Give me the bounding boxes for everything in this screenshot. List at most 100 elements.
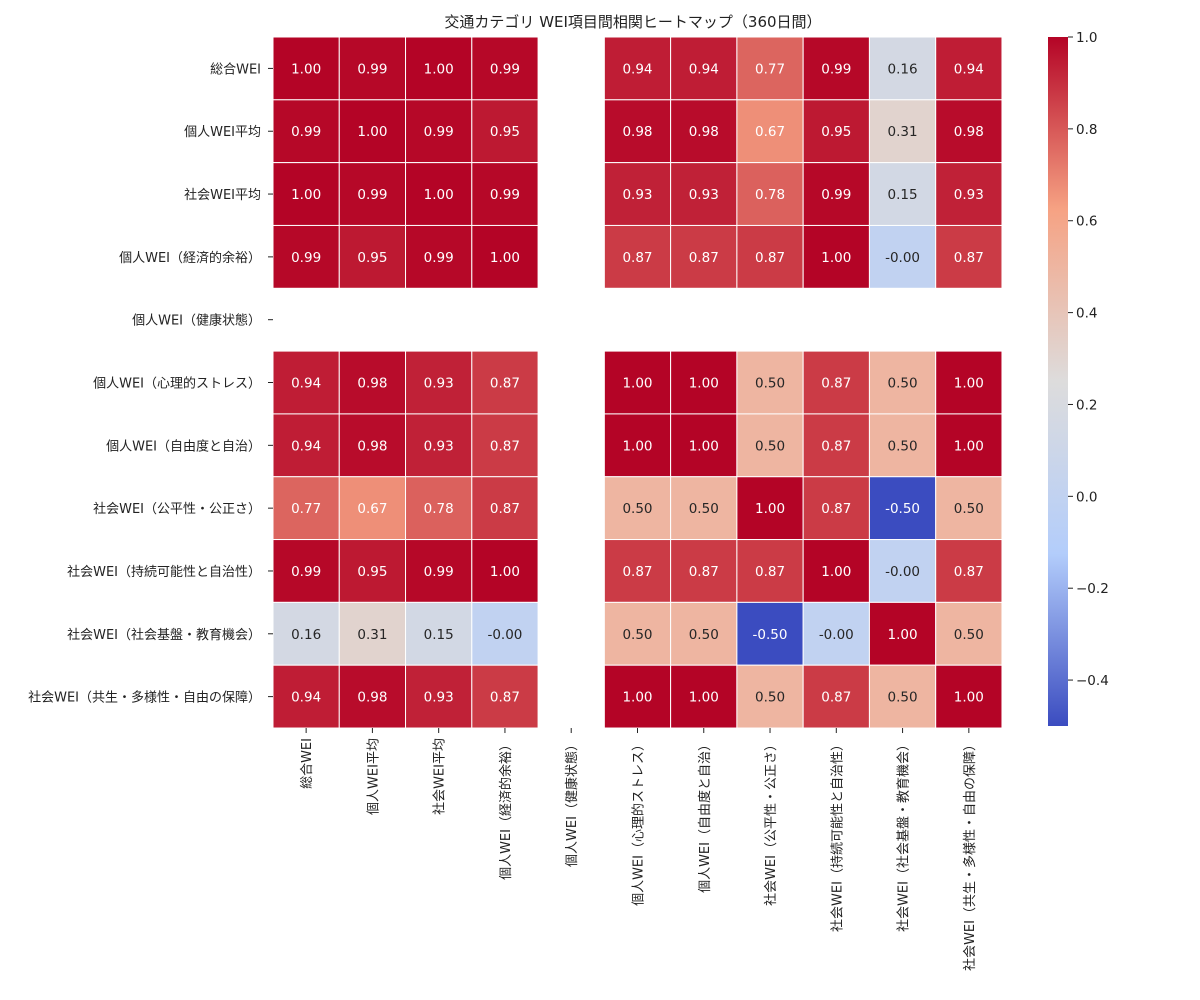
heatmap-cell bbox=[405, 36, 473, 101]
colorbar-tick-label: 0.0 bbox=[1076, 489, 1097, 505]
cell-value-label: 0.87 bbox=[622, 250, 652, 266]
cell-value-label: 0.50 bbox=[689, 627, 719, 643]
cell-value-label: 0.87 bbox=[689, 564, 719, 580]
column-label: 社会WEI（社会基盤・教育機会） bbox=[896, 738, 912, 932]
heatmap-cell bbox=[868, 224, 937, 289]
row-label: 社会WEI（持続可能性と自治性） bbox=[67, 564, 261, 580]
heatmap-cell bbox=[802, 476, 870, 541]
heatmap-cell bbox=[736, 99, 804, 164]
column-label: 社会WEI（持続可能性と自治性） bbox=[829, 738, 845, 932]
colorbar-ticks: 1.0 0.8 0.6 0.4 0.2 0.0 −0.2 −0.4 bbox=[1068, 30, 1109, 689]
cell-value-label: 0.98 bbox=[954, 124, 984, 140]
row-label: 総合WEI bbox=[210, 62, 261, 77]
heatmap-cell bbox=[670, 36, 738, 101]
heatmap-cell bbox=[471, 224, 539, 289]
cell-value-label: 0.87 bbox=[755, 564, 785, 580]
cell-value-label: 0.93 bbox=[424, 376, 454, 392]
column-labels: 総合WEI 個人WEI平均 社会WEI平均 個人WEI（経済的余裕） 個人WEI（健康状… bbox=[300, 728, 978, 971]
heatmap-cell bbox=[405, 539, 473, 603]
heatmap-cell bbox=[272, 476, 340, 541]
cell-value-label: 0.98 bbox=[357, 376, 387, 392]
cell-value-label: 0.87 bbox=[490, 690, 520, 706]
heatmap-cell bbox=[338, 350, 407, 415]
heatmap-cell bbox=[802, 601, 870, 666]
chart-title: 交通カテゴリ WEI項目間相関ヒートマップ（360日間） bbox=[444, 13, 821, 31]
column-label: 個人WEI（経済的余裕） bbox=[498, 738, 514, 880]
heatmap-cell bbox=[670, 664, 738, 729]
cell-value-label: 0.50 bbox=[954, 501, 984, 517]
heatmap-cell bbox=[935, 99, 1003, 164]
colorbar-gradient bbox=[1048, 37, 1068, 726]
cell-value-label: 0.50 bbox=[689, 501, 719, 517]
cell-value-label: 0.95 bbox=[357, 564, 387, 580]
cell-value-label: 0.16 bbox=[888, 61, 918, 77]
cell-value-label: 0.99 bbox=[821, 61, 851, 77]
cell-value-label: 0.99 bbox=[424, 564, 454, 580]
cell-value-label: 0.78 bbox=[755, 187, 785, 203]
heatmap-cell bbox=[868, 350, 937, 415]
heatmap-cell bbox=[405, 162, 473, 226]
heatmap-cell bbox=[670, 224, 738, 289]
heatmap-cell bbox=[868, 162, 937, 226]
heatmap-cell bbox=[272, 413, 340, 478]
heatmap-cell bbox=[935, 664, 1003, 729]
heatmap-cell bbox=[603, 413, 672, 478]
cell-value-label: 0.50 bbox=[622, 627, 652, 643]
column-label: 個人WEI（自由度と自治） bbox=[697, 738, 713, 893]
heatmap-cell bbox=[935, 224, 1003, 289]
cell-value-label: 0.50 bbox=[755, 438, 785, 454]
cell-value-label: 0.99 bbox=[291, 124, 321, 140]
heatmap-cell bbox=[935, 539, 1003, 603]
cell-value-label: -0.00 bbox=[819, 627, 854, 643]
cell-value-label: 0.87 bbox=[821, 376, 851, 392]
cell-value-label: 0.99 bbox=[490, 61, 520, 77]
cell-value-label: 0.95 bbox=[821, 124, 851, 140]
heatmap-cell bbox=[736, 162, 804, 226]
cell-value-label: 0.50 bbox=[954, 627, 984, 643]
cell-value-label: 0.77 bbox=[291, 501, 321, 517]
cell-value-label: 0.50 bbox=[888, 376, 918, 392]
heatmap-cell bbox=[338, 99, 407, 164]
heatmap-cell bbox=[338, 601, 407, 666]
cell-value-label: 0.99 bbox=[821, 187, 851, 203]
row-label: 社会WEI（共生・多様性・自由の保障） bbox=[28, 690, 261, 706]
heatmap-cell bbox=[272, 36, 340, 101]
cell-value-label: 0.99 bbox=[490, 187, 520, 203]
heatmap-cell bbox=[802, 162, 870, 226]
cell-value-label: 1.00 bbox=[291, 187, 321, 203]
heatmap-cell bbox=[338, 664, 407, 729]
row-label: 個人WEI（心理的ストレス） bbox=[93, 376, 261, 392]
colorbar-tick-label: −0.2 bbox=[1076, 581, 1109, 597]
cell-value-label: -0.00 bbox=[487, 627, 522, 643]
heatmap-cell bbox=[868, 601, 937, 666]
cell-value-label: 1.00 bbox=[954, 376, 984, 392]
row-label: 個人WEI（経済的余裕） bbox=[119, 250, 261, 266]
cell-value-label: 1.00 bbox=[291, 61, 321, 77]
heatmap-cell bbox=[935, 601, 1003, 666]
heatmap-cell bbox=[802, 224, 870, 289]
cell-value-label: 0.87 bbox=[490, 501, 520, 517]
heatmap-cell bbox=[935, 162, 1003, 226]
heatmap-cell bbox=[272, 664, 340, 729]
heatmap-cell bbox=[736, 539, 804, 603]
cell-value-label: 1.00 bbox=[954, 438, 984, 454]
heatmap-cell bbox=[471, 601, 539, 666]
cell-value-label: 1.00 bbox=[689, 438, 719, 454]
cell-value-label: 0.99 bbox=[357, 61, 387, 77]
heatmap-cell bbox=[736, 350, 804, 415]
heatmap-cell bbox=[802, 99, 870, 164]
heatmap-cell bbox=[670, 350, 738, 415]
colorbar: 1.0 0.8 0.6 0.4 0.2 0.0 −0.2 −0.4 bbox=[1048, 30, 1109, 726]
cell-value-label: 0.93 bbox=[689, 187, 719, 203]
cell-value-label: 0.98 bbox=[622, 124, 652, 140]
heatmap-cell bbox=[935, 36, 1003, 101]
cell-value-label: 0.94 bbox=[291, 438, 321, 454]
colorbar-tick-label: 1.0 bbox=[1076, 30, 1097, 46]
colorbar-tick-label: 0.2 bbox=[1076, 397, 1097, 413]
heatmap-cell bbox=[338, 36, 407, 101]
heatmap-cell bbox=[471, 476, 539, 541]
heatmap-cell bbox=[802, 539, 870, 603]
cell-value-label: 1.00 bbox=[622, 690, 652, 706]
cell-value-label: 0.50 bbox=[888, 438, 918, 454]
